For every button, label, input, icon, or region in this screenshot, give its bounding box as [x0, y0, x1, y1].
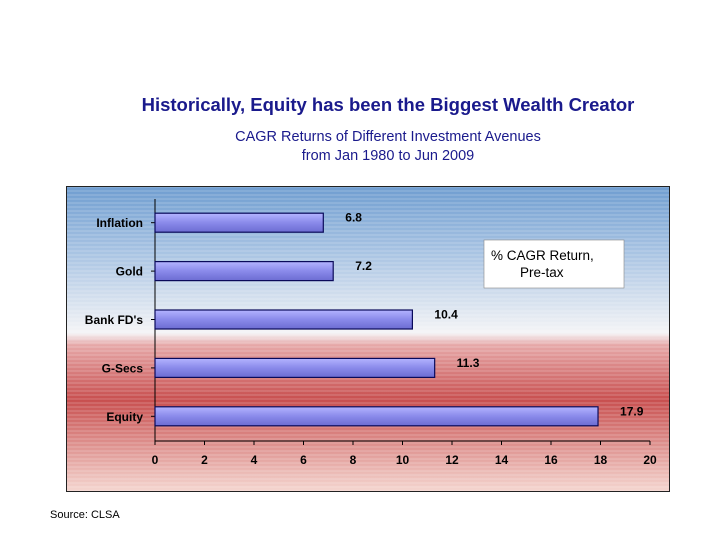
bar: [154, 260, 334, 282]
slide-title: Historically, Equity has been the Bigges…: [141, 94, 635, 115]
category-label: G-Secs: [102, 361, 144, 375]
x-tick-label: 12: [445, 453, 459, 467]
bar: [154, 212, 324, 233]
x-tick-label: 6: [300, 453, 307, 467]
bar-chart: 0 2 4 6 8 10 12 14 16 18 20 Inflation Gold Bank FD's G…: [66, 186, 670, 492]
x-tick-label: 2: [201, 453, 208, 467]
data-label: 7.2: [355, 259, 372, 273]
bar: [154, 406, 599, 427]
chart-subtitle-line1: CAGR Returns of Different Investment Ave…: [235, 129, 541, 145]
legend-box: [483, 239, 625, 289]
chart-bars: 6.8 7.2 10.4 11.3 17.9: [154, 211, 644, 427]
x-tick-label: 20: [643, 453, 657, 467]
x-tick-label: 18: [594, 453, 608, 467]
data-label: 11.3: [457, 356, 480, 370]
x-tick-label: 0: [152, 453, 159, 467]
category-label: Equity: [106, 410, 143, 424]
x-tick-label: 10: [396, 453, 410, 467]
category-label: Bank FD's: [85, 313, 144, 327]
bar: [154, 309, 413, 330]
legend-line: Pre-tax: [520, 265, 564, 280]
data-label: 10.4: [434, 308, 458, 322]
x-tick-label: 8: [350, 453, 357, 467]
chart-axes: 0 2 4 6 8 10 12 14 16 18 20 Inflation Gold Bank FD's G…: [85, 199, 657, 467]
data-label: 6.8: [345, 211, 362, 225]
legend-label: % CAGR Return, Pre-tax: [491, 248, 594, 280]
chart-legend: % CAGR Return, Pre-tax: [483, 239, 625, 289]
source-note: Source: CLSA: [50, 509, 120, 521]
category-label: Gold: [116, 265, 143, 279]
legend-line: % CAGR Return,: [491, 248, 594, 263]
x-tick-label: 4: [251, 453, 258, 467]
plot-background-stripes: [67, 187, 669, 491]
x-tick-label: 14: [495, 453, 509, 467]
chart-subtitle-line2: from Jan 1980 to Jun 2009: [301, 148, 475, 164]
category-label: Inflation: [96, 216, 143, 230]
bar: [154, 357, 436, 378]
x-tick-label: 16: [544, 453, 558, 467]
data-label: 17.9: [620, 404, 644, 418]
